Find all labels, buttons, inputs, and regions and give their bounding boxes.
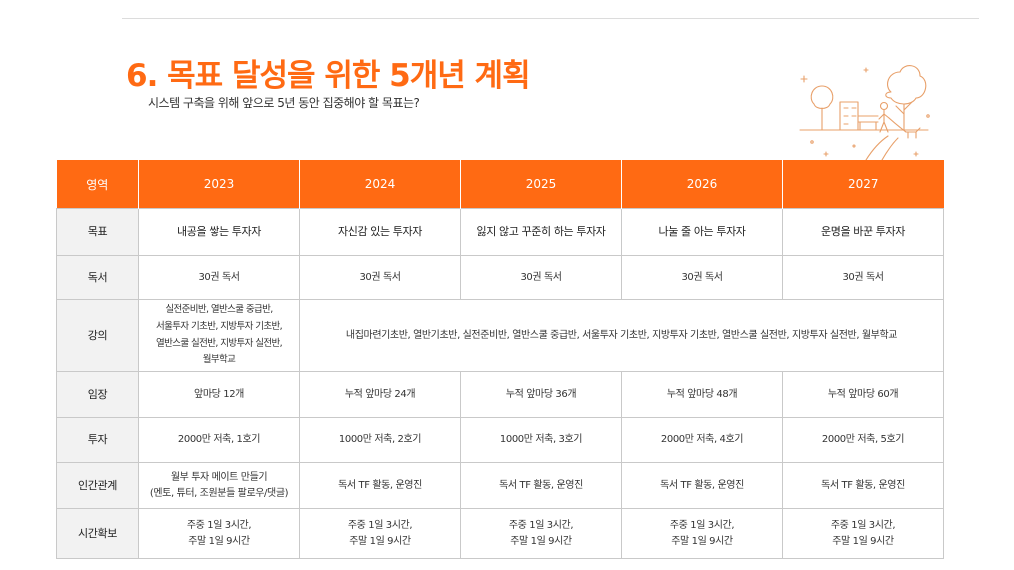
goal-cell: 내공을 쌓는 투자자 <box>138 208 300 256</box>
relations-cell: 독서 TF 활동, 운영진 <box>299 462 461 509</box>
reading-cell: 30권 독서 <box>782 255 944 300</box>
time-weekday: 주중 1일 3시간, <box>830 519 896 531</box>
lecture-cell-2024-2027: 내집마련기초반, 열반기초반, 실전준비반, 열반스쿨 중급반, 서울투자 기초… <box>299 299 944 372</box>
page-title: 6. 목표 달성을 위한 5개년 계획 <box>126 58 531 94</box>
time-weekend: 주말 1일 9시간 <box>349 535 411 547</box>
row-label-reading: 독서 <box>56 255 139 300</box>
investment-cell: 1000만 저축, 3호기 <box>460 417 622 463</box>
time-weekend: 주말 1일 9시간 <box>188 535 250 547</box>
relations-cell: 독서 TF 활동, 운영진 <box>460 462 622 509</box>
relations-cell: 독서 TF 활동, 운영진 <box>621 462 783 509</box>
header-cell-area: 영역 <box>56 160 139 209</box>
row-label-time: 시간확보 <box>56 508 139 559</box>
table-header-row: 영역 2023 2024 2025 2026 2027 <box>56 160 944 209</box>
row-label-relations: 인간관계 <box>56 462 139 509</box>
time-cell: 주중 1일 3시간, 주말 1일 9시간 <box>138 508 300 559</box>
header-cell-year: 2024 <box>299 160 461 209</box>
page-subtitle: 시스템 구축을 위해 앞으로 5년 동안 집중해야 할 목표는? <box>148 96 420 110</box>
investment-cell: 1000만 저축, 2호기 <box>299 417 461 463</box>
header-cell-year: 2025 <box>460 160 622 209</box>
lecture-cell-2023: 실전준비반, 열반스쿨 중급반, 서울투자 기초반, 지방투자 기초반, 열반스… <box>138 299 300 372</box>
investment-cell: 2000만 저축, 1호기 <box>138 417 300 463</box>
time-cell: 주중 1일 3시간, 주말 1일 9시간 <box>621 508 783 559</box>
row-label-imjang: 임장 <box>56 371 139 418</box>
header-cell-year: 2027 <box>782 160 944 209</box>
five-year-plan-table: 영역 2023 2024 2025 2026 2027 목표 내공을 쌓는 투자… <box>56 160 944 559</box>
time-weekday: 주중 1일 3시간, <box>508 519 574 531</box>
goal-cell: 나눌 줄 아는 투자자 <box>621 208 783 256</box>
reading-cell: 30권 독서 <box>138 255 300 300</box>
goal-cell: 운명을 바꾼 투자자 <box>782 208 944 256</box>
time-weekday: 주중 1일 3시간, <box>186 519 252 531</box>
reading-cell: 30권 독서 <box>621 255 783 300</box>
table-row-relations: 인간관계 월부 투자 메이트 만들기 (멘토, 튜터, 조원분들 팔로우/댓글)… <box>56 462 944 509</box>
time-weekend: 주말 1일 9시간 <box>510 535 572 547</box>
time-weekend: 주말 1일 9시간 <box>832 535 894 547</box>
park-walk-illustration-icon <box>799 65 930 161</box>
row-label-goal: 목표 <box>56 208 139 256</box>
relations-cell-2023: 월부 투자 메이트 만들기 (멘토, 튜터, 조원분들 팔로우/댓글) <box>138 462 300 509</box>
time-cell: 주중 1일 3시간, 주말 1일 9시간 <box>460 508 622 559</box>
time-cell: 주중 1일 3시간, 주말 1일 9시간 <box>299 508 461 559</box>
time-weekend: 주말 1일 9시간 <box>671 535 733 547</box>
header-cell-year: 2026 <box>621 160 783 209</box>
row-label-investment: 투자 <box>56 417 139 463</box>
relations-line: (멘토, 튜터, 조원분들 팔로우/댓글) <box>149 487 289 499</box>
table-row-goal: 목표 내공을 쌓는 투자자 자신감 있는 투자자 잃지 않고 꾸준히 하는 투자… <box>56 208 944 256</box>
table-row-time: 시간확보 주중 1일 3시간, 주말 1일 9시간 주중 1일 3시간, 주말 … <box>56 508 944 559</box>
reading-cell: 30권 독서 <box>460 255 622 300</box>
lecture-line: 실전준비반, 열반스쿨 중급반, <box>165 304 273 316</box>
imjang-cell: 누적 앞마당 36개 <box>460 371 622 418</box>
reading-cell: 30권 독서 <box>299 255 461 300</box>
table-row-reading: 독서 30권 독서 30권 독서 30권 독서 30권 독서 30권 독서 <box>56 255 944 300</box>
imjang-cell: 누적 앞마당 60개 <box>782 371 944 418</box>
imjang-cell: 누적 앞마당 24개 <box>299 371 461 418</box>
header-cell-year: 2023 <box>138 160 300 209</box>
time-cell: 주중 1일 3시간, 주말 1일 9시간 <box>782 508 944 559</box>
lecture-line: 서울투자 기초반, 지방투자 기초반, <box>155 320 283 332</box>
investment-cell: 2000만 저축, 5호기 <box>782 417 944 463</box>
table-row-investment: 투자 2000만 저축, 1호기 1000만 저축, 2호기 1000만 저축,… <box>56 417 944 463</box>
top-divider <box>122 18 979 19</box>
imjang-cell: 앞마당 12개 <box>138 371 300 418</box>
time-weekday: 주중 1일 3시간, <box>347 519 413 531</box>
table-row-imjang: 임장 앞마당 12개 누적 앞마당 24개 누적 앞마당 36개 누적 앞마당 … <box>56 371 944 418</box>
goal-cell: 잃지 않고 꾸준히 하는 투자자 <box>460 208 622 256</box>
lecture-line: 월부학교 <box>202 354 236 366</box>
imjang-cell: 누적 앞마당 48개 <box>621 371 783 418</box>
time-weekday: 주중 1일 3시간, <box>669 519 735 531</box>
table-row-lecture: 강의 실전준비반, 열반스쿨 중급반, 서울투자 기초반, 지방투자 기초반, … <box>56 299 944 372</box>
row-label-lecture: 강의 <box>56 299 139 372</box>
lecture-line: 열반스쿨 실전반, 지방투자 실전반, <box>155 337 283 349</box>
goal-cell: 자신감 있는 투자자 <box>299 208 461 256</box>
investment-cell: 2000만 저축, 4호기 <box>621 417 783 463</box>
relations-line: 월부 투자 메이트 만들기 <box>170 471 268 483</box>
relations-cell: 독서 TF 활동, 운영진 <box>782 462 944 509</box>
